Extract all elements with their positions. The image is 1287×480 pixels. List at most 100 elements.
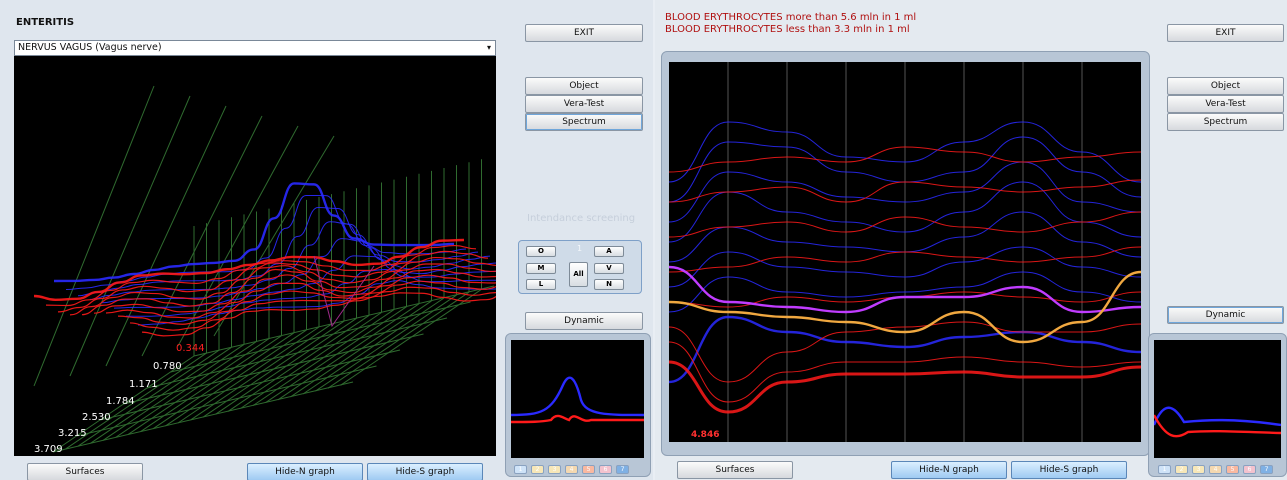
grid-line xyxy=(152,332,295,430)
object-button[interactable]: Object xyxy=(1167,77,1284,95)
red-curve xyxy=(668,321,1142,383)
grid-line xyxy=(105,105,227,367)
hide-s-graph-button[interactable]: Hide-S graph xyxy=(367,463,483,480)
red-curve xyxy=(33,238,465,301)
right-mini-button[interactable]: 3 xyxy=(1192,465,1205,474)
red-curve xyxy=(129,269,561,331)
violet-curve xyxy=(313,255,375,328)
grid-line xyxy=(90,346,232,444)
hide-n-graph-button[interactable]: Hide-N graph xyxy=(247,463,363,480)
left-mini-button[interactable]: 2 xyxy=(531,465,544,474)
mini-curves xyxy=(510,376,645,424)
left-mini-button[interactable]: 5 xyxy=(582,465,595,474)
object-button[interactable]: Object xyxy=(525,77,643,95)
l-button[interactable]: L xyxy=(526,279,556,290)
blue-curve xyxy=(89,221,491,300)
mini-graph xyxy=(510,340,645,458)
grid-line xyxy=(240,312,382,409)
hide-n-graph-button[interactable]: Hide-N graph xyxy=(891,461,1007,479)
grid-line xyxy=(165,329,307,427)
hide-s-graph-button[interactable]: Hide-S graph xyxy=(1011,461,1127,479)
o-button[interactable]: O xyxy=(526,246,556,257)
blue-curve xyxy=(53,182,455,283)
exit-button[interactable]: EXIT xyxy=(525,24,643,42)
grid-line xyxy=(290,300,432,398)
right-mini-button[interactable]: 2 xyxy=(1175,465,1188,474)
diagnosis-title: ENTERITIS xyxy=(16,17,75,28)
grid-line xyxy=(102,343,245,441)
spectrum-button[interactable]: Spectrum xyxy=(1167,113,1284,131)
violet-curve xyxy=(668,265,1142,314)
left-mini-button[interactable]: 7 xyxy=(616,465,629,474)
n-button[interactable]: N xyxy=(594,279,624,290)
grid-line xyxy=(277,303,420,401)
right-mini-button[interactable]: 5 xyxy=(1226,465,1239,474)
grid-line xyxy=(127,338,270,436)
grid-line xyxy=(252,309,395,407)
grid-line xyxy=(33,85,155,387)
grid-line xyxy=(190,323,332,421)
grid-line xyxy=(177,326,320,424)
grid-line xyxy=(65,352,207,450)
blue-curve xyxy=(668,181,1142,243)
grid-line xyxy=(315,294,457,392)
dynamic-button[interactable]: Dynamic xyxy=(1167,306,1284,324)
red-curve xyxy=(45,244,477,307)
spectrum-button[interactable]: Spectrum xyxy=(525,113,643,131)
left-mini-button[interactable]: 6 xyxy=(599,465,612,474)
depth-labels: 0.344 0.780 1.171 1.784 2.530 3.215 3.70… xyxy=(34,343,205,455)
red-curve xyxy=(1152,414,1282,438)
grid-line xyxy=(69,95,191,377)
blue-curve xyxy=(668,121,1142,183)
red-curve xyxy=(668,341,1142,403)
organ-select[interactable]: NERVUS VAGUS (Vagus nerve) ▾ xyxy=(14,40,496,56)
left-mini-button[interactable]: 4 xyxy=(565,465,578,474)
depth-label: 3.215 xyxy=(58,428,87,439)
right-mini-button[interactable]: 7 xyxy=(1260,465,1273,474)
organ-select-value: NERVUS VAGUS (Vagus nerve) xyxy=(18,42,162,53)
mini-graph-svg xyxy=(510,376,645,424)
grid-line xyxy=(327,291,470,389)
right-mini-button[interactable]: 4 xyxy=(1209,465,1222,474)
grid-line xyxy=(215,317,357,415)
surface-plot: 0.344 0.780 1.171 1.784 2.530 3.215 3.70… xyxy=(14,56,573,456)
m-button[interactable]: M xyxy=(526,263,556,274)
right-mini-button[interactable]: 1 xyxy=(1158,465,1171,474)
right-mini-button[interactable]: 6 xyxy=(1243,465,1256,474)
grid-line xyxy=(115,341,257,438)
all-button[interactable]: All xyxy=(569,262,588,287)
v-button[interactable]: V xyxy=(594,263,624,274)
center-digit: 1 xyxy=(577,244,583,253)
exit-button[interactable]: EXIT xyxy=(1167,24,1284,42)
left-mini-button[interactable]: 1 xyxy=(514,465,527,474)
dynamic-button[interactable]: Dynamic xyxy=(525,312,643,330)
blue-curve xyxy=(101,238,503,304)
mini-graph-svg xyxy=(1152,406,1282,438)
surfaces-button[interactable]: Surfaces xyxy=(27,463,143,480)
left-mini-button[interactable]: 3 xyxy=(548,465,561,474)
depth-label: 1.784 xyxy=(106,396,135,407)
surface-plot-svg: 0.344 0.780 1.171 1.784 2.530 3.215 3.70… xyxy=(33,85,573,455)
blue-curve xyxy=(668,161,1142,223)
a-button[interactable]: A xyxy=(594,246,624,257)
red-curve xyxy=(510,414,644,424)
screening-controls: O 1 A M All V L N xyxy=(518,240,642,294)
screening-label: Intendance screening xyxy=(527,213,636,224)
red-curve xyxy=(69,256,501,316)
blue-curve xyxy=(137,280,539,326)
grid-line xyxy=(77,349,220,447)
vera-test-button[interactable]: Vera-Test xyxy=(525,95,643,113)
grid-line xyxy=(202,320,345,418)
blue-curve xyxy=(1152,406,1282,427)
orange-curve xyxy=(668,270,1142,344)
surfaces-button[interactable]: Surfaces xyxy=(677,461,793,479)
alert-line: BLOOD ERYTHROCYTES less than 3.3 mln in … xyxy=(665,24,910,35)
vera-test-button[interactable]: Vera-Test xyxy=(1167,95,1284,113)
red-curve xyxy=(668,146,1142,173)
depth-label: 0.344 xyxy=(176,343,205,354)
right-panel: BLOOD ERYTHROCYTES more than 5.6 mln in … xyxy=(655,0,1287,480)
depth-label: 3.709 xyxy=(34,444,63,455)
plot-curves xyxy=(33,182,573,337)
blue-curve xyxy=(510,376,645,417)
grid-line xyxy=(52,355,195,453)
